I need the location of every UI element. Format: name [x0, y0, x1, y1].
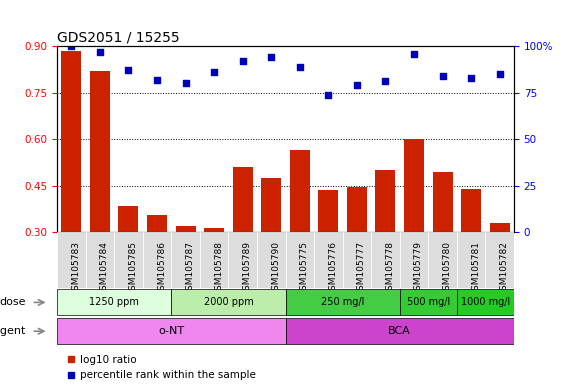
Bar: [286, 290, 400, 315]
Bar: [228, 232, 257, 288]
Bar: [376, 170, 395, 232]
Point: [238, 58, 247, 64]
Point: [352, 82, 361, 88]
Point: [181, 80, 190, 86]
Text: GSM105784: GSM105784: [100, 241, 109, 296]
Point: [495, 71, 504, 77]
Point: [67, 43, 76, 49]
Text: GSM105780: GSM105780: [443, 241, 452, 296]
Text: 250 mg/l: 250 mg/l: [321, 297, 364, 308]
Bar: [347, 187, 367, 232]
Point: [124, 67, 133, 73]
Text: dose: dose: [0, 297, 26, 308]
Bar: [86, 232, 114, 288]
Bar: [286, 232, 314, 288]
Text: GSM105785: GSM105785: [128, 241, 138, 296]
Bar: [171, 290, 286, 315]
Point: [381, 78, 390, 84]
Bar: [314, 232, 343, 288]
Bar: [485, 232, 514, 288]
Bar: [404, 139, 424, 232]
Bar: [119, 206, 138, 232]
Text: GSM105783: GSM105783: [71, 241, 81, 296]
Text: 1000 mg/l: 1000 mg/l: [461, 297, 510, 308]
Text: GSM105790: GSM105790: [271, 241, 280, 296]
Text: GSM105778: GSM105778: [385, 241, 395, 296]
Bar: [286, 318, 514, 344]
Bar: [457, 232, 485, 288]
Bar: [371, 232, 400, 288]
Bar: [457, 290, 514, 315]
Bar: [400, 232, 428, 288]
Text: GSM105788: GSM105788: [214, 241, 223, 296]
Bar: [233, 167, 253, 232]
Bar: [90, 71, 110, 232]
Text: GSM105777: GSM105777: [357, 241, 366, 296]
Bar: [428, 232, 457, 288]
Text: BCA: BCA: [388, 326, 411, 336]
Text: GSM105787: GSM105787: [186, 241, 195, 296]
Bar: [200, 232, 228, 288]
Bar: [257, 232, 286, 288]
Text: 1250 ppm: 1250 ppm: [89, 297, 139, 308]
Text: GSM105789: GSM105789: [243, 241, 252, 296]
Text: agent: agent: [0, 326, 26, 336]
Point: [467, 74, 476, 81]
Bar: [433, 172, 452, 232]
Bar: [343, 232, 371, 288]
Bar: [176, 226, 195, 232]
Bar: [147, 215, 167, 232]
Text: o-NT: o-NT: [158, 326, 184, 336]
Bar: [319, 190, 338, 232]
Text: 500 mg/l: 500 mg/l: [407, 297, 450, 308]
Bar: [290, 150, 309, 232]
Point: [267, 54, 276, 60]
Bar: [57, 318, 286, 344]
Bar: [57, 232, 86, 288]
Text: 2000 ppm: 2000 ppm: [203, 297, 254, 308]
Point: [324, 91, 333, 98]
Bar: [114, 232, 143, 288]
Bar: [171, 232, 200, 288]
Text: GSM105786: GSM105786: [157, 241, 166, 296]
Bar: [143, 232, 171, 288]
Bar: [461, 189, 481, 232]
Text: GSM105776: GSM105776: [328, 241, 337, 296]
Point: [210, 69, 219, 75]
Bar: [62, 51, 81, 232]
Legend: log10 ratio, percentile rank within the sample: log10 ratio, percentile rank within the …: [62, 351, 260, 384]
Bar: [490, 223, 509, 232]
Point: [409, 50, 419, 56]
Bar: [400, 290, 457, 315]
Point: [152, 76, 162, 83]
Point: [95, 49, 104, 55]
Text: GSM105775: GSM105775: [300, 241, 309, 296]
Bar: [57, 290, 171, 315]
Bar: [204, 228, 224, 232]
Point: [438, 73, 447, 79]
Text: GSM105782: GSM105782: [500, 241, 509, 296]
Text: GDS2051 / 15255: GDS2051 / 15255: [57, 31, 180, 45]
Point: [295, 63, 304, 70]
Text: GSM105779: GSM105779: [414, 241, 423, 296]
Text: GSM105781: GSM105781: [471, 241, 480, 296]
Bar: [261, 178, 281, 232]
